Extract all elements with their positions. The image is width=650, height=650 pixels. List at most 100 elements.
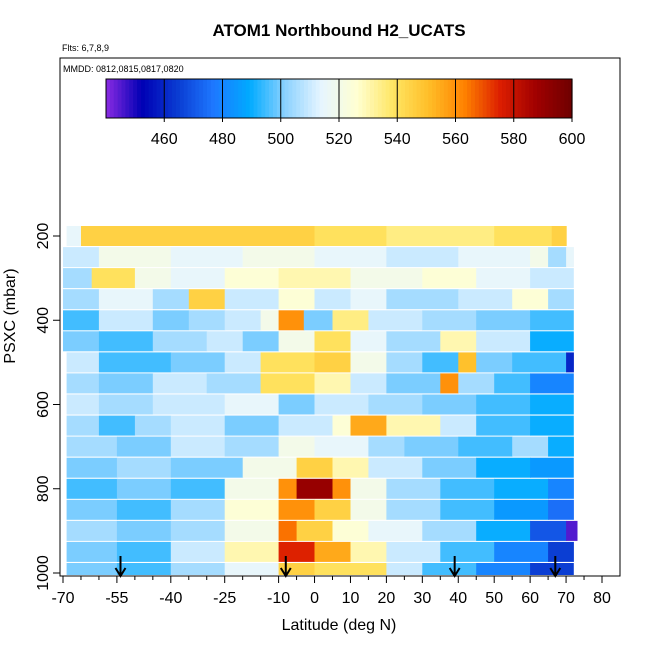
- heatmap-cell: [224, 563, 280, 575]
- heatmap-cell: [116, 478, 172, 499]
- heatmap-cell: [278, 499, 316, 520]
- colorbar-strip: [261, 79, 266, 118]
- heatmap-cell: [332, 310, 369, 331]
- colorbar-strip: [296, 79, 301, 118]
- heatmap-cell: [66, 499, 118, 520]
- heatmap-cell: [66, 563, 118, 575]
- colorbar-strip: [401, 79, 406, 118]
- heatmap-cell: [296, 520, 334, 541]
- colorbar-strip: [537, 79, 542, 118]
- heatmap-cell: [350, 373, 387, 394]
- colorbar-strip: [214, 79, 220, 118]
- y-tick-label: 800: [35, 475, 52, 502]
- colorbar-strip: [393, 79, 398, 118]
- colorbar-tick-label: 500: [267, 131, 294, 148]
- colorbar-strip: [164, 79, 169, 118]
- y-tick-label: 400: [35, 307, 52, 334]
- heatmap-cell: [63, 331, 100, 352]
- heatmap-cell: [314, 226, 387, 246]
- colorbar-strip: [269, 79, 274, 118]
- colorbar-strip: [238, 79, 243, 118]
- heatmap-cell: [422, 394, 477, 415]
- x-tick-label: 10: [342, 590, 360, 607]
- colorbar-strip: [187, 79, 193, 118]
- heatmap-cell: [242, 247, 316, 268]
- heatmap-cell: [530, 415, 574, 436]
- heatmap-cell: [170, 499, 226, 520]
- colorbar-strip: [292, 79, 297, 118]
- x-axis-label: Latitude (deg N): [282, 617, 397, 634]
- colorbar-strip: [548, 79, 554, 118]
- heatmap-cell: [170, 247, 244, 268]
- heatmap-cell: [314, 541, 351, 562]
- x-tick-label: 50: [485, 590, 503, 607]
- colorbar-strip: [502, 79, 507, 118]
- heatmap-cell: [386, 247, 459, 268]
- heatmap-cell: [494, 499, 549, 520]
- x-axis: -70 -55 -40 -25 -10 0 10 20 30 40 50 60 70 80: [51, 576, 611, 607]
- colorbar-strip: [533, 79, 538, 118]
- heatmap-cell: [63, 247, 100, 268]
- heatmap-cell: [296, 457, 334, 478]
- heatmap-cell: [170, 415, 226, 436]
- heatmap-cell: [566, 352, 574, 373]
- heatmap-cell: [386, 563, 423, 575]
- heatmap-cell: [368, 520, 423, 541]
- heatmap-cell: [386, 499, 441, 520]
- heatmap-cell: [206, 373, 262, 394]
- colorbar-strip: [509, 79, 515, 118]
- heatmap-cell: [314, 499, 351, 520]
- heatmap-cell: [512, 289, 549, 310]
- heatmap-cell: [476, 310, 531, 331]
- colorbar-strip: [494, 79, 499, 118]
- colorbar-strip: [517, 79, 523, 118]
- heatmap-cell: [386, 226, 495, 246]
- colorbar-strip: [521, 79, 526, 118]
- colorbar-strip: [234, 79, 239, 118]
- x-tick-label: -25: [213, 590, 236, 607]
- heatmap-cell: [566, 247, 574, 268]
- heatmap-cell: [530, 394, 574, 415]
- colorbar-strip: [463, 79, 468, 118]
- colorbar: 460 480 500 520 540 560 580 600: [105, 78, 585, 148]
- heatmap-cell: [314, 373, 351, 394]
- heatmap-cell: [350, 541, 387, 562]
- heatmap-cell: [224, 415, 280, 436]
- heatmap-cell: [440, 499, 495, 520]
- colorbar-strip: [451, 79, 457, 118]
- heatmap-cell: [548, 289, 574, 310]
- colorbar-strip: [428, 79, 433, 118]
- heatmap-cell: [278, 289, 316, 310]
- heatmap-cell: [350, 415, 387, 436]
- x-tick-label: 60: [521, 590, 539, 607]
- heatmap-cell: [476, 268, 531, 289]
- heatmap-cell: [476, 331, 531, 352]
- dates-annotation: MMDD: 0812,0815,0817,0820: [63, 64, 184, 74]
- heatmap-cell: [98, 331, 154, 352]
- heatmap-cell: [224, 436, 280, 457]
- heatmap-cell: [422, 268, 477, 289]
- heatmap-cell: [152, 331, 208, 352]
- x-tick-label: 0: [310, 590, 319, 607]
- heatmap-cell: [458, 373, 495, 394]
- colorbar-strip: [436, 79, 441, 118]
- heatmap-cell: [170, 268, 226, 289]
- colorbar-strip: [350, 79, 356, 118]
- heatmap-cell: [332, 415, 352, 436]
- colorbar-strip: [439, 79, 445, 118]
- colorbar-strip: [245, 79, 251, 118]
- colorbar-strip: [195, 79, 200, 118]
- plot-frame: [59, 57, 621, 577]
- colorbar-strip: [133, 79, 138, 118]
- colorbar-strip: [362, 79, 367, 118]
- heatmap-cell: [224, 310, 262, 331]
- heatmap-cell: [242, 457, 298, 478]
- x-tick-label: 70: [557, 590, 575, 607]
- heatmap-cell: [512, 352, 567, 373]
- colorbar-strip: [377, 79, 383, 118]
- colorbar-strip: [226, 79, 231, 118]
- x-tick-label: -10: [267, 590, 290, 607]
- colorbar-strip: [210, 79, 216, 118]
- heatmap-cell: [66, 352, 100, 373]
- heatmap-cell: [476, 415, 531, 436]
